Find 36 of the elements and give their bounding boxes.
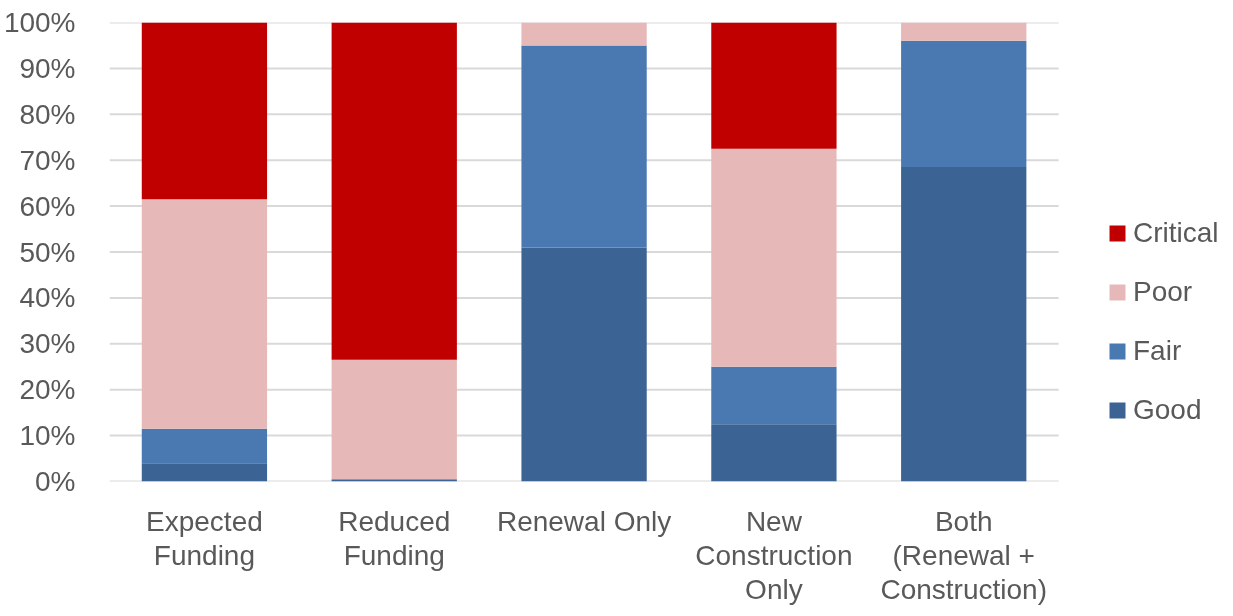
y-tick-label: 0% (35, 466, 76, 497)
y-tick-label: 100% (3, 7, 76, 38)
bar (711, 148, 837, 367)
legend-label: Poor (1133, 276, 1193, 308)
bar (711, 424, 837, 482)
bar (141, 199, 268, 429)
legend-label: Good (1133, 394, 1202, 426)
bar (331, 359, 457, 480)
bar (141, 428, 268, 464)
y-tick-label: 50% (19, 236, 76, 268)
y-tick-label: 40% (19, 282, 76, 314)
y-tick-label: 90% (19, 52, 76, 84)
bar (711, 22, 837, 149)
legend-label: Fair (1133, 335, 1182, 367)
legend-label: Critical (1133, 217, 1219, 249)
bar (141, 463, 268, 482)
bar (901, 22, 1027, 41)
y-tick-label: 10% (19, 420, 76, 452)
x-tick-label: Both (Renewal + Construction) (880, 505, 1047, 605)
bar (901, 40, 1027, 168)
bar (711, 366, 837, 425)
x-tick-label: New Construction Only (695, 505, 853, 605)
bar (521, 22, 647, 46)
x-tick-label: Renewal Only (496, 505, 672, 537)
bar (141, 22, 268, 200)
bar (521, 247, 647, 482)
y-tick-label: 60% (19, 190, 76, 222)
y-tick-label: 30% (19, 328, 76, 360)
x-tick-label: Expected Funding (146, 505, 263, 571)
y-tick-label: 20% (19, 374, 76, 406)
bar (901, 167, 1027, 482)
x-tick-label: Reduced Funding (338, 505, 451, 571)
y-tick-label: 70% (19, 144, 76, 176)
bar (331, 22, 457, 360)
bar (521, 45, 647, 248)
y-tick-label: 80% (19, 98, 76, 130)
